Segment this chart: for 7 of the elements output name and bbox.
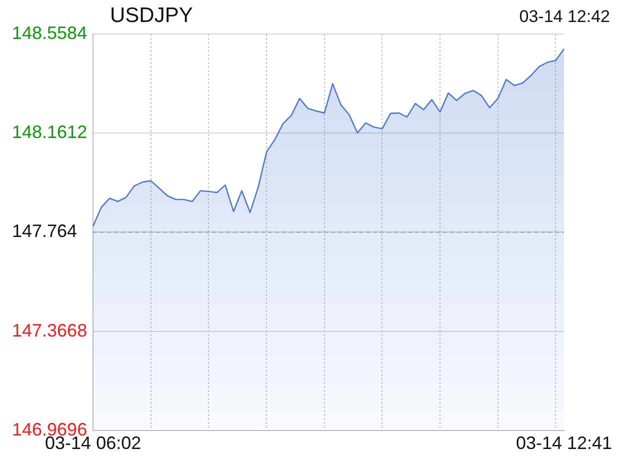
chart-subtitle: 03-14 12:42 bbox=[519, 7, 610, 27]
y-tick-label: 147.764 bbox=[12, 221, 78, 242]
y-tick-label: 148.1612 bbox=[12, 122, 88, 142]
chart-title: USDJPY bbox=[110, 4, 193, 28]
x-tick-label: 03-14 12:41 bbox=[516, 433, 612, 454]
y-tick-label: 147.3668 bbox=[12, 320, 88, 340]
y-tick-label: 148.5584 bbox=[12, 22, 88, 43]
